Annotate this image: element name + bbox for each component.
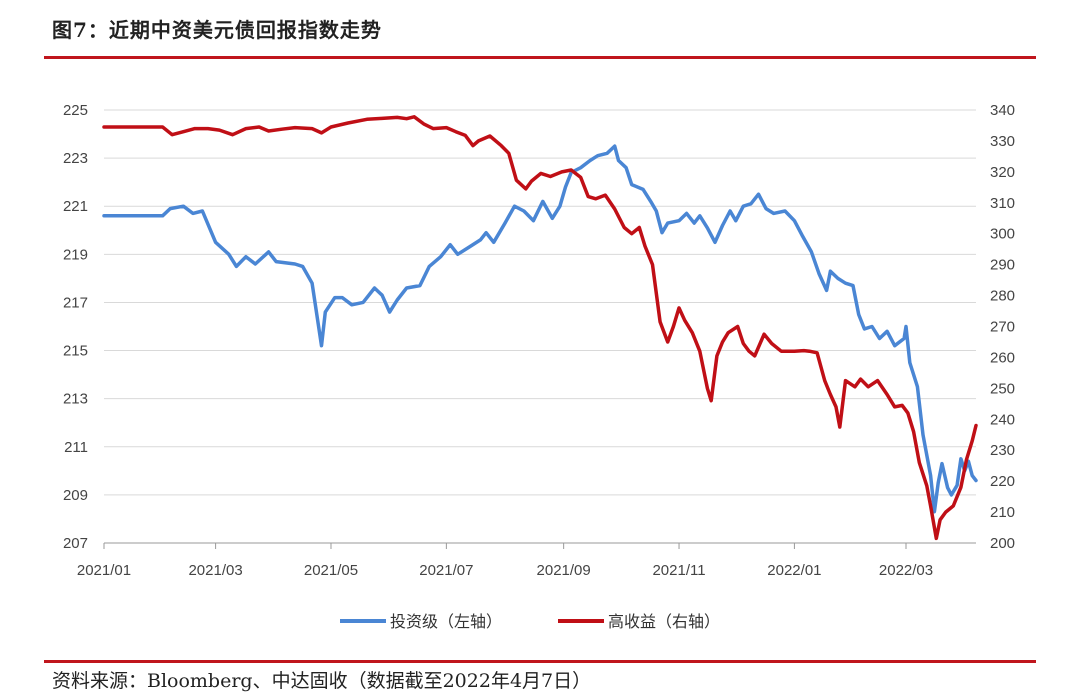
y-left-tick-label: 223 <box>63 150 88 167</box>
y-right-tick-label: 260 <box>990 349 1015 366</box>
x-tick-label: 2021/03 <box>188 562 242 579</box>
y-left-tick-label: 221 <box>63 198 88 215</box>
y-right-tick-label: 290 <box>990 257 1015 274</box>
y-right-tick-label: 250 <box>990 380 1015 397</box>
y-right-tick-label: 210 <box>990 504 1015 521</box>
y-right-tick-label: 340 <box>990 102 1015 119</box>
x-tick-label: 2022/01 <box>767 562 821 579</box>
y-right-tick-label: 280 <box>990 288 1015 305</box>
y-right-tick-label: 240 <box>990 411 1015 428</box>
line-chart: 225 223 221 219 217 215 213 211 209 207 340 330 320 3… <box>63 102 1015 631</box>
y-left-tick-label: 213 <box>63 391 88 408</box>
x-tick-label: 2022/03 <box>879 562 933 579</box>
x-tick-label: 2021/07 <box>419 562 473 579</box>
y-right-tick-label: 230 <box>990 442 1015 459</box>
x-tick-label: 2021/11 <box>652 562 705 579</box>
y-left-tick-label: 207 <box>63 535 88 552</box>
y-right-tick-label: 310 <box>990 195 1015 212</box>
source-note: 资料来源：Bloomberg、中达固收（数据截至2022年4月7日） <box>52 670 592 692</box>
y-right-tick-label: 300 <box>990 226 1015 243</box>
x-tick-label: 2021/09 <box>537 562 591 579</box>
legend-label: 高收益（右轴） <box>608 612 720 631</box>
bottom-rule <box>44 660 1036 663</box>
y-right-tick-label: 330 <box>990 133 1015 150</box>
x-tick-label: 2021/05 <box>304 562 358 579</box>
x-tick-label: 2021/01 <box>77 562 131 579</box>
high-yield-line <box>102 115 978 541</box>
top-rule <box>44 56 1036 59</box>
y-left-tick-label: 219 <box>63 246 88 263</box>
legend-label: 投资级（左轴） <box>390 612 502 631</box>
y-right-tick-label: 200 <box>990 535 1015 552</box>
y-left-tick-label: 225 <box>63 102 88 119</box>
y-left-tick-label: 211 <box>64 439 88 456</box>
y-left-tick-label: 215 <box>63 343 88 360</box>
investment-grade-line <box>102 144 978 514</box>
y-right-tick-label: 270 <box>990 319 1015 336</box>
y-right-tick-label: 320 <box>990 164 1015 181</box>
y-right-tick-label: 220 <box>990 473 1015 490</box>
chart-title: 图7：近期中资美元债回报指数走势 <box>52 18 382 42</box>
y-left-tick-label: 209 <box>63 487 88 504</box>
y-left-tick-label: 217 <box>63 294 88 311</box>
